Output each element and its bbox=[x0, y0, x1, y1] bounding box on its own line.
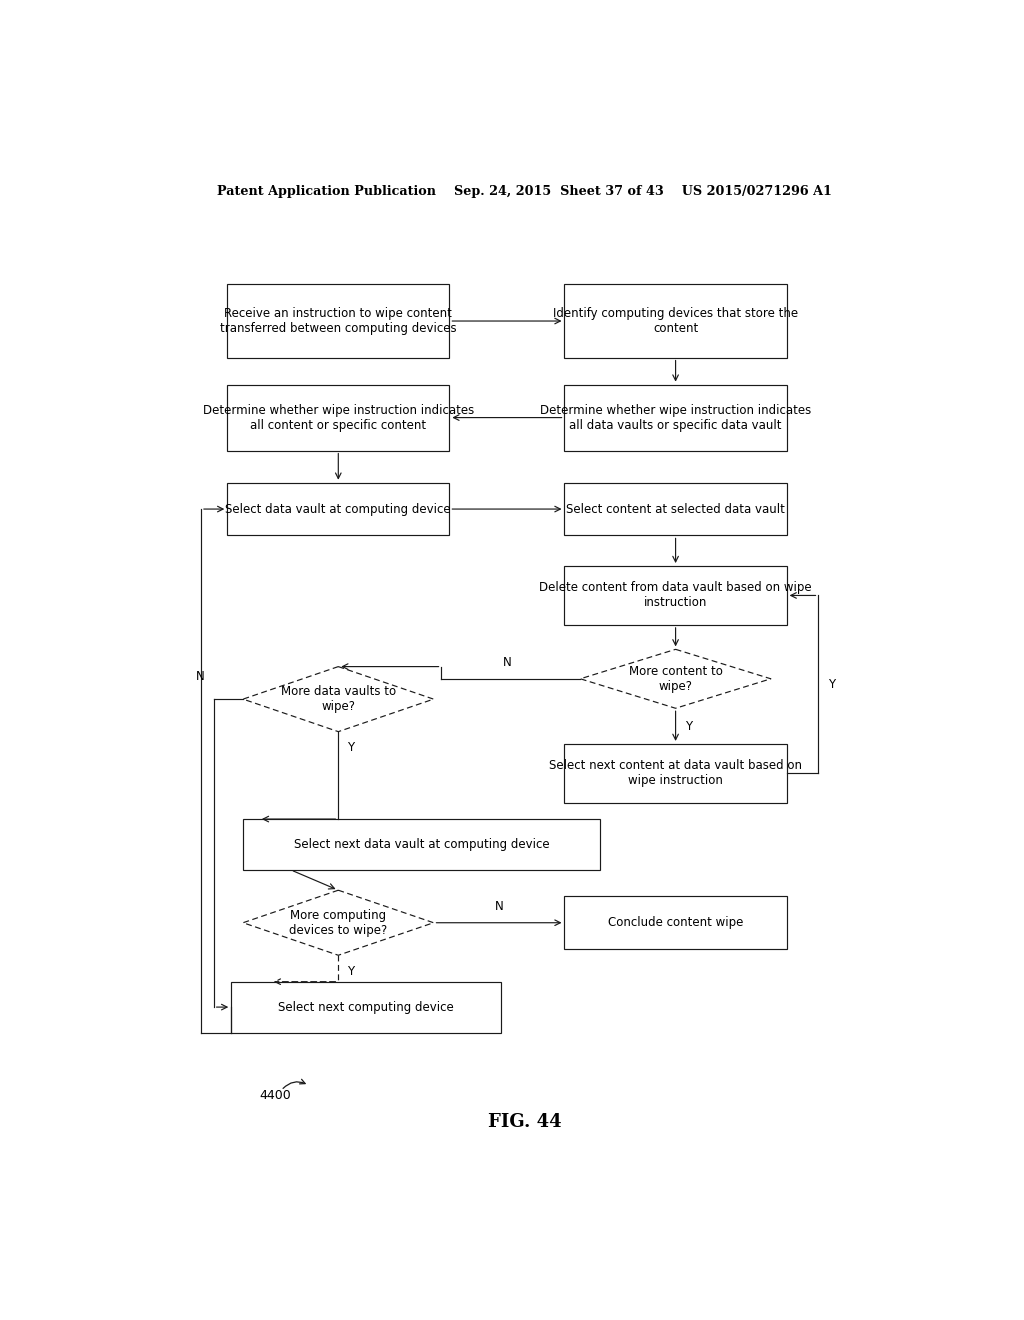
Text: N: N bbox=[495, 900, 504, 913]
Text: N: N bbox=[196, 671, 204, 684]
Text: More data vaults to
wipe?: More data vaults to wipe? bbox=[281, 685, 396, 713]
Text: Receive an instruction to wipe content
transferred between computing devices: Receive an instruction to wipe content t… bbox=[220, 308, 457, 335]
Text: Select next computing device: Select next computing device bbox=[279, 1001, 454, 1014]
FancyBboxPatch shape bbox=[564, 284, 786, 358]
FancyBboxPatch shape bbox=[227, 284, 450, 358]
Text: Y: Y bbox=[347, 742, 354, 755]
Text: More computing
devices to wipe?: More computing devices to wipe? bbox=[289, 908, 387, 937]
Text: Select next data vault at computing device: Select next data vault at computing devi… bbox=[294, 838, 550, 851]
Text: Select content at selected data vault: Select content at selected data vault bbox=[566, 503, 785, 516]
Text: Y: Y bbox=[685, 721, 692, 733]
Text: N: N bbox=[503, 656, 511, 669]
FancyBboxPatch shape bbox=[227, 483, 450, 536]
FancyBboxPatch shape bbox=[564, 744, 786, 803]
Text: FIG. 44: FIG. 44 bbox=[488, 1113, 561, 1131]
Text: Select next content at data vault based on
wipe instruction: Select next content at data vault based … bbox=[549, 759, 802, 787]
Text: Determine whether wipe instruction indicates
all content or specific content: Determine whether wipe instruction indic… bbox=[203, 404, 474, 432]
Text: Y: Y bbox=[828, 678, 836, 690]
FancyBboxPatch shape bbox=[564, 896, 786, 949]
Text: Conclude content wipe: Conclude content wipe bbox=[608, 916, 743, 929]
Text: 4400: 4400 bbox=[259, 1089, 291, 1102]
FancyBboxPatch shape bbox=[564, 483, 786, 536]
Text: Delete content from data vault based on wipe
instruction: Delete content from data vault based on … bbox=[540, 581, 812, 610]
FancyBboxPatch shape bbox=[243, 818, 600, 870]
Text: Y: Y bbox=[347, 965, 354, 978]
Text: Patent Application Publication    Sep. 24, 2015  Sheet 37 of 43    US 2015/02712: Patent Application Publication Sep. 24, … bbox=[217, 185, 833, 198]
FancyBboxPatch shape bbox=[564, 384, 786, 450]
Text: Identify computing devices that store the
content: Identify computing devices that store th… bbox=[553, 308, 798, 335]
FancyBboxPatch shape bbox=[231, 982, 501, 1032]
Text: Select data vault at computing device: Select data vault at computing device bbox=[225, 503, 452, 516]
FancyBboxPatch shape bbox=[227, 384, 450, 450]
FancyBboxPatch shape bbox=[564, 566, 786, 624]
Text: More content to
wipe?: More content to wipe? bbox=[629, 665, 723, 693]
Text: Determine whether wipe instruction indicates
all data vaults or specific data va: Determine whether wipe instruction indic… bbox=[540, 404, 811, 432]
